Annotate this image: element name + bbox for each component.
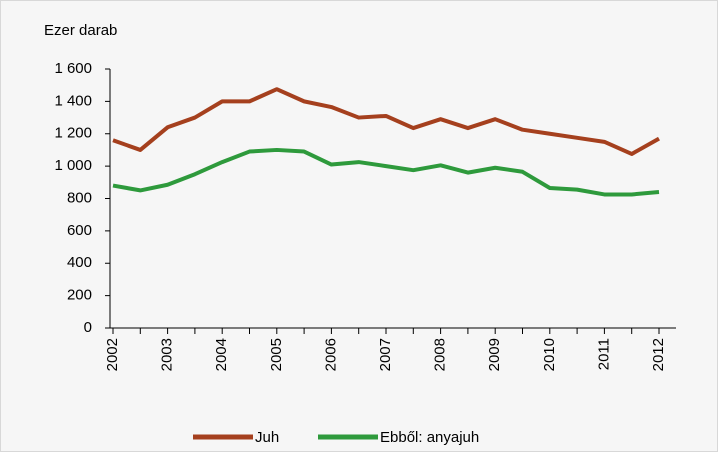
y-tick-label: 1 200: [54, 125, 92, 142]
x-tick-label: 2004: [213, 338, 230, 371]
x-tick-label: 2003: [159, 338, 176, 371]
y-tick-label: 1 400: [54, 92, 92, 109]
x-tick-label: 2005: [268, 338, 285, 371]
x-tick-label: 2012: [650, 338, 667, 371]
x-tick-label: 2006: [322, 338, 339, 371]
y-axis-label: Ezer darab: [44, 22, 117, 39]
series-line: [112, 147, 660, 197]
legend-label: Juh: [255, 429, 279, 446]
x-tick-label: 2002: [104, 338, 121, 371]
x-tick-label: 2010: [541, 338, 558, 371]
y-tick-label: 800: [67, 189, 92, 206]
y-tick-label: 1 000: [54, 157, 92, 174]
series-line: [112, 87, 660, 156]
x-tick-label: 2008: [432, 338, 449, 371]
y-tick-label: 400: [67, 254, 92, 271]
x-tick-label: 2009: [486, 338, 503, 371]
y-tick-label: 1 600: [54, 60, 92, 77]
y-tick-label: 0: [84, 319, 92, 336]
legend-label: Ebből: anyajuh: [380, 429, 479, 446]
y-tick-label: 600: [67, 222, 92, 239]
y-tick-label: 200: [67, 287, 92, 304]
x-tick-label: 2007: [377, 338, 394, 371]
x-tick-label: 2011: [595, 338, 612, 370]
